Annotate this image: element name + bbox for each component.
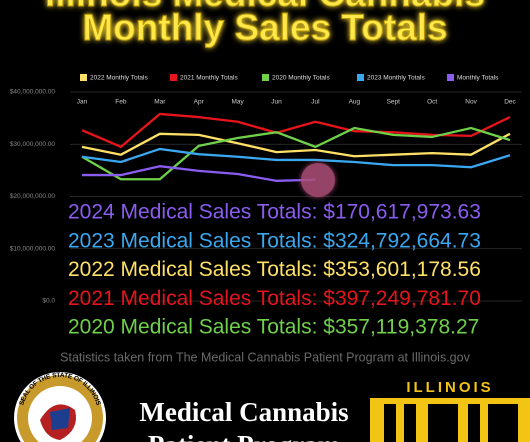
legend-label: 2021 Monthly Totals bbox=[180, 75, 238, 82]
x-tick-label: May bbox=[231, 99, 244, 106]
legend-label: 2020 Monthly Totals bbox=[272, 75, 330, 82]
y-tick-label: $0.0 bbox=[42, 298, 55, 305]
chart-subtitle: Monthly Sales Totals bbox=[82, 7, 447, 48]
legend-swatch bbox=[357, 74, 364, 81]
y-tick-label: $10,000,000.00 bbox=[10, 245, 56, 252]
legend-label: Monthly Totals bbox=[457, 75, 499, 82]
legend-swatch bbox=[170, 74, 177, 81]
legend-label: 2023 Monthly Totals bbox=[367, 75, 425, 82]
series-line bbox=[82, 165, 316, 182]
x-tick-label: Oct bbox=[427, 99, 437, 106]
logo-text: ILLINOIS bbox=[406, 379, 493, 396]
illinois-logo: ILLINOIS bbox=[370, 376, 530, 442]
x-tick-label: Jun bbox=[271, 99, 282, 106]
total-label: 2021 Medical Sales Totals: $397,249,781.… bbox=[68, 287, 481, 310]
x-tick-label: Jul bbox=[311, 99, 320, 106]
series-line bbox=[81, 132, 511, 158]
x-tick-label: Jan bbox=[77, 99, 88, 106]
series-line bbox=[81, 126, 511, 181]
legend-swatch bbox=[80, 74, 87, 81]
x-tick-label: Nov bbox=[465, 99, 477, 106]
x-tick-label: Dec bbox=[504, 99, 516, 106]
highlight-dot bbox=[301, 163, 335, 197]
legend-swatch bbox=[447, 74, 454, 81]
x-tick-label: Sept bbox=[387, 99, 401, 106]
source-note: Statistics taken from The Medical Cannab… bbox=[60, 350, 470, 364]
x-tick-label: Feb bbox=[115, 99, 127, 106]
total-label: 2024 Medical Sales Totals: $170,617,973.… bbox=[68, 201, 481, 224]
series-line bbox=[81, 147, 511, 169]
x-tick-label: Mar bbox=[154, 99, 166, 106]
program-name-2: Patient Program bbox=[148, 430, 341, 442]
legend-swatch bbox=[262, 74, 269, 81]
y-tick-label: $40,000,000.00 bbox=[10, 89, 56, 96]
totals: 2024 Medical Sales Totals: $170,617,973.… bbox=[68, 201, 481, 339]
y-tick-label: $30,000,000.00 bbox=[10, 141, 56, 148]
plot-area: $0.0 $10,000,000.00 $20,000,000.00 $30,000,… bbox=[10, 74, 522, 305]
total-label: 2023 Medical Sales Totals: $324,792,664.… bbox=[68, 229, 481, 252]
total-label: 2020 Medical Sales Totals: $357,119,378.… bbox=[68, 316, 479, 339]
y-tick-label: $20,000,000.00 bbox=[10, 193, 56, 200]
x-tick-label: Apr bbox=[194, 99, 205, 106]
legend-label: 2022 Monthly Totals bbox=[90, 75, 148, 82]
total-label: 2022 Medical Sales Totals: $353,601,178.… bbox=[68, 258, 481, 281]
chart-title: Illinois Medical Cannabis bbox=[45, 0, 485, 14]
program-name: Medical Cannabis bbox=[139, 397, 348, 427]
x-tick-label: Aug bbox=[349, 99, 361, 106]
state-seal: SEAL OF THE STATE OF ILLINOIS bbox=[14, 372, 106, 442]
